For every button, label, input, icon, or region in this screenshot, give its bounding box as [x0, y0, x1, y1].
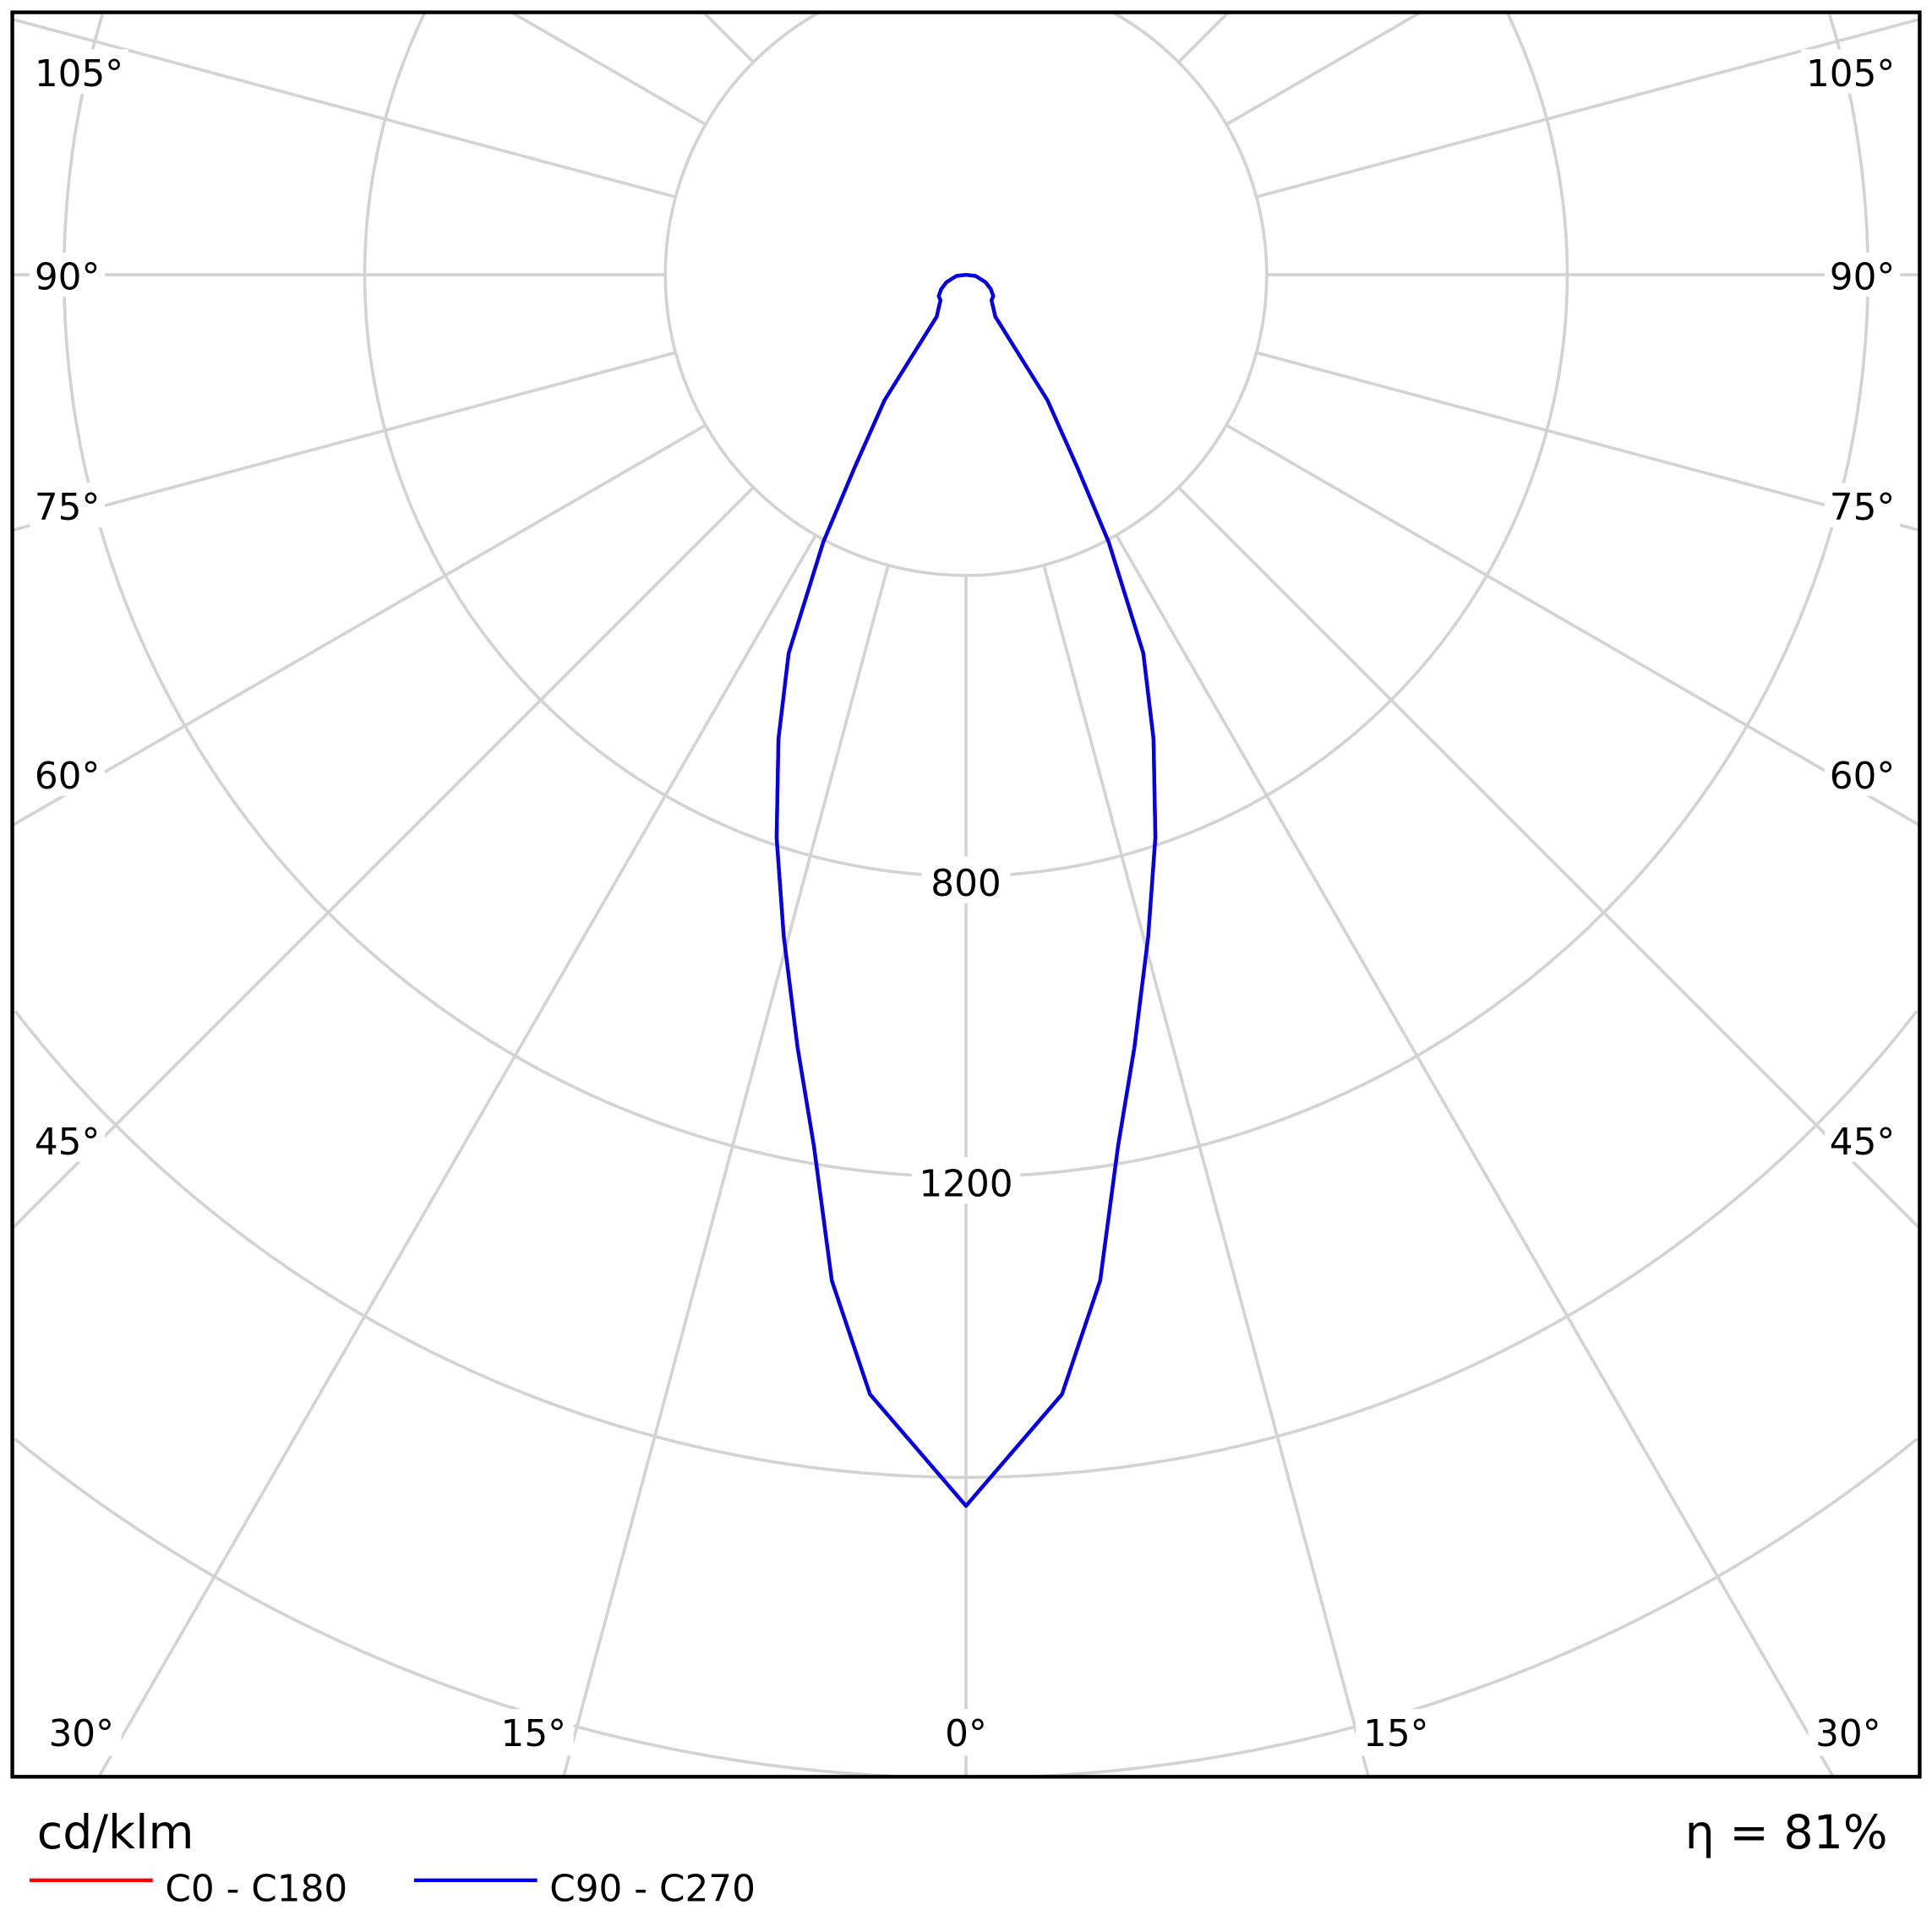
legend: C0 - C180 C90 - C270: [29, 1868, 756, 1911]
ring-2000: [14, 1438, 1918, 1778]
angle-label-75-left: 75°: [35, 486, 101, 529]
efficiency-label: η = 81%: [1685, 1806, 1888, 1860]
angle-label-105-right: 105°: [1806, 52, 1895, 96]
angle-label-15-bottom-3: 15°: [1363, 1712, 1429, 1755]
ring-400: [663, 11, 1269, 577]
spoke-45: [1177, 486, 1921, 1230]
plot-frame: [10, 10, 1922, 1779]
angle-label-30-bottom-4: 30°: [1815, 1712, 1881, 1755]
spoke-315: [11, 486, 755, 1230]
angle-label-45-right: 45°: [1830, 1121, 1896, 1164]
spoke-285: [12, 351, 676, 532]
angle-label-45-left: 45°: [35, 1121, 101, 1164]
unit-label: cd/klm: [37, 1806, 194, 1860]
angle-label-0-bottom-2: 0°: [945, 1712, 987, 1755]
curve-c90-c270: [774, 272, 1158, 1509]
spoke-135: [1177, 11, 1230, 63]
spoke-120: [1225, 11, 1422, 126]
radial-label-800: 800: [931, 862, 1001, 905]
spoke-225: [702, 11, 755, 63]
spoke-75: [1256, 351, 1920, 532]
angle-label-60-left: 60°: [35, 755, 101, 798]
angle-label-15-bottom-1: 15°: [501, 1712, 567, 1755]
spoke-15: [1042, 565, 1370, 1777]
angle-label-75-right: 75°: [1830, 486, 1896, 529]
angle-label-90-left: 90°: [35, 256, 101, 299]
angle-label-90-right: 90°: [1830, 256, 1896, 299]
legend-label-c90: C90 - C270: [549, 1868, 756, 1911]
spoke-345: [562, 565, 890, 1777]
angle-label-30-bottom-0: 30°: [48, 1712, 114, 1755]
spoke-240: [510, 11, 707, 126]
intensity-curves: [774, 272, 1158, 1509]
spoke-30: [1115, 534, 1835, 1778]
radial-tick-labels: 800 1200: [911, 856, 1021, 1206]
angle-labels: 105° 105° 90° 90° 75° 75° 60° 60° 45° 45° 30° 15° 0°…: [29, 49, 1901, 1756]
angle-label-60-right: 60°: [1830, 755, 1896, 798]
spoke-255: [12, 17, 676, 199]
radial-label-1200: 1200: [919, 1163, 1012, 1206]
spoke-60: [1225, 423, 1921, 827]
spoke-300: [11, 423, 707, 827]
ring-1600: [14, 1010, 1918, 1479]
legend-label-c0: C0 - C180: [165, 1868, 347, 1911]
spoke-105: [1256, 17, 1920, 199]
ring-800: [363, 13, 1569, 878]
angle-label-105-left: 105°: [35, 52, 123, 96]
spoke-330: [97, 534, 817, 1778]
